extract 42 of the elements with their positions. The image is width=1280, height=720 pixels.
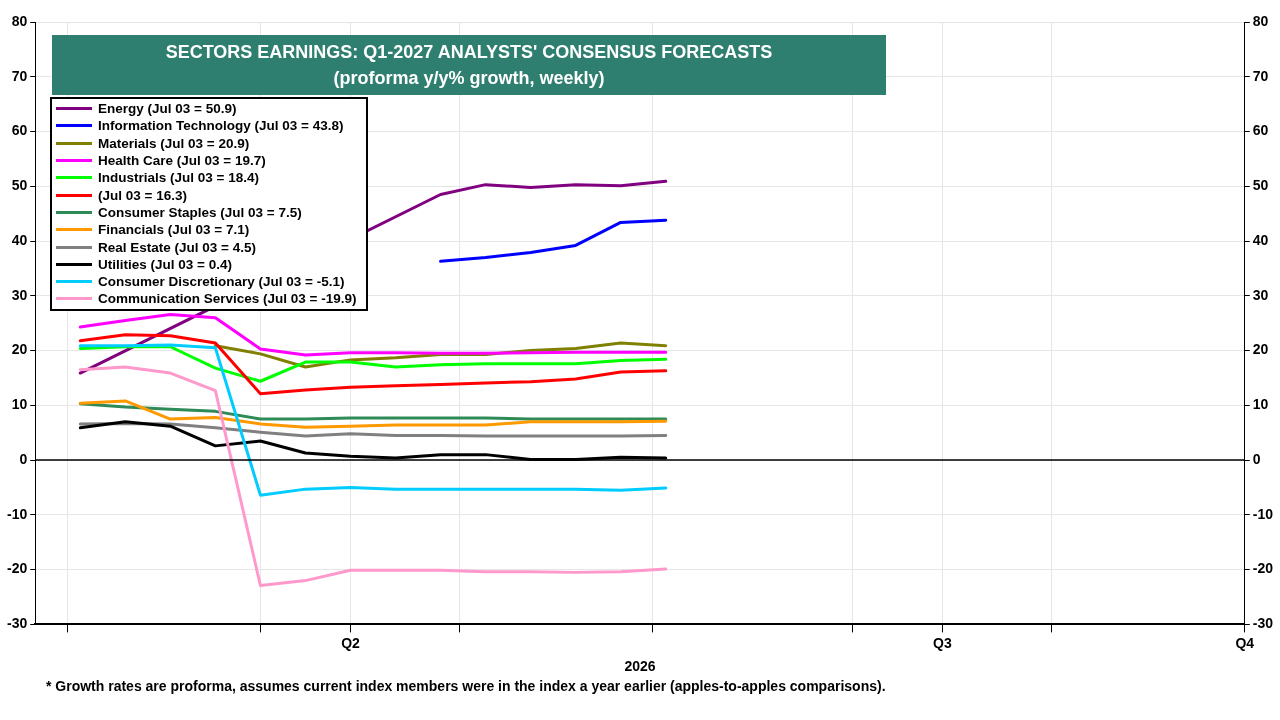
y-tick-label: -10 [7, 505, 28, 522]
y-tick-label: 0 [19, 450, 28, 467]
x-tick-label: Q4 [1235, 634, 1255, 651]
y-tick-label: 40 [11, 231, 28, 248]
y-tick-label: -20 [7, 560, 28, 577]
y-tick-label: 60 [11, 122, 28, 139]
y-tick-label: 10 [11, 396, 28, 413]
y-tick-label: 50 [11, 177, 28, 194]
y2-tick-label: 0 [1252, 450, 1261, 467]
legend-label: Consumer Discretionary (Jul 03 = -5.1) [98, 274, 345, 290]
legend-label: Health Care (Jul 03 = 19.7) [98, 153, 266, 169]
y-tick-label: -30 [7, 615, 28, 632]
legend-label: Utilities (Jul 03 = 0.4) [98, 256, 232, 272]
legend-label: (Jul 03 = 16.3) [98, 187, 187, 203]
y2-tick-label: 20 [1252, 341, 1269, 358]
y2-tick-label: 30 [1252, 286, 1269, 303]
y2-tick-label: -20 [1252, 560, 1274, 577]
legend-label: Real Estate (Jul 03 = 4.5) [98, 239, 256, 255]
title-banner: SECTORS EARNINGS: Q1-2027 ANALYSTS' CONSENSUS FORECASTS (proforma y/y% growth, weekly) [52, 35, 886, 95]
x-tick-label: Q3 [933, 634, 952, 651]
y2-tick-label: 40 [1252, 231, 1269, 248]
legend-label: Communication Services (Jul 03 = -19.9) [98, 291, 357, 307]
legend-label: Financials (Jul 03 = 7.1) [98, 222, 250, 238]
legend-label: Industrials (Jul 03 = 18.4) [98, 170, 259, 186]
y2-tick-label: -30 [1252, 615, 1274, 632]
legend-label: Energy (Jul 03 = 50.9) [98, 101, 237, 117]
text: * Growth rates are proforma, assumes current index members were in the index a year earlier (apples-to-apples comparisons). [46, 677, 886, 696]
y2-tick-label: 50 [1252, 177, 1269, 194]
y-tick-label: 30 [11, 286, 28, 303]
y2-tick-label: 60 [1252, 122, 1269, 139]
legend-label: Information Technology (Jul 03 = 43.8) [98, 118, 344, 134]
x-tick-label: Q2 [341, 634, 361, 651]
y-tick-label: 70 [11, 67, 28, 84]
legend-label: Consumer Staples (Jul 03 = 7.5) [98, 204, 302, 220]
y2-tick-label: -10 [1252, 505, 1274, 522]
y2-tick-label: 80 [1252, 12, 1269, 29]
y2-tick-label: 10 [1252, 396, 1269, 413]
legend-label: Materials (Jul 03 = 20.9) [98, 135, 250, 151]
y2-tick-label: 70 [1252, 67, 1269, 84]
y-tick-label: 20 [11, 341, 28, 358]
y-tick-label: 80 [11, 12, 28, 29]
x-axis-title: 2026 [624, 658, 656, 675]
